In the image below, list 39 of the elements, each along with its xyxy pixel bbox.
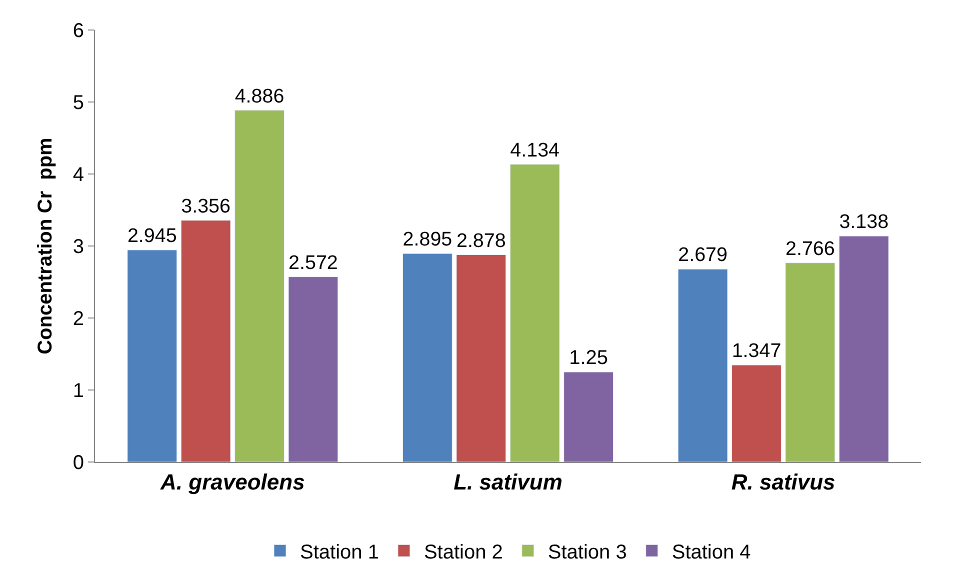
data-label: 4.886 [234, 85, 284, 108]
legend-label: Station 3 [548, 541, 627, 564]
bar [785, 262, 836, 462]
x-tick-label: L. sativum [454, 469, 562, 494]
bar [564, 372, 614, 462]
bar [288, 276, 338, 462]
y-tick-label: 3 [72, 236, 84, 258]
bar [127, 250, 178, 462]
bar [732, 364, 782, 462]
bar [234, 110, 284, 462]
legend-label: Station 1 [300, 541, 379, 564]
data-label: 2.878 [456, 230, 506, 252]
x-tick-label: A. graveolens [160, 469, 305, 494]
data-label: 1.25 [569, 347, 608, 369]
data-label: 1.347 [732, 340, 782, 362]
bar [510, 164, 560, 462]
data-label: 2.679 [678, 244, 728, 266]
y-tick-label: 0 [72, 452, 84, 474]
legend-label: Station 2 [424, 541, 503, 564]
y-tick-label: 4 [72, 164, 84, 186]
data-label: 2.895 [402, 228, 452, 251]
data-label: 3.356 [181, 195, 231, 218]
y-tick-label: 2 [72, 308, 84, 330]
y-tick-label: 6 [72, 20, 84, 42]
x-tick-label: R. sativus [731, 469, 836, 494]
y-tick-label: 1 [72, 380, 84, 402]
data-label: 2.945 [127, 225, 177, 248]
bar [180, 220, 231, 462]
y-axis-title: Concentration Cr ppm [34, 138, 56, 354]
legend-label: Station 4 [672, 541, 751, 564]
bar [838, 236, 889, 462]
bar [678, 268, 728, 462]
bar [402, 253, 452, 462]
data-label: 2.766 [786, 238, 835, 260]
y-tick-label: 5 [72, 92, 84, 114]
data-label: 3.138 [839, 211, 889, 234]
data-label: 4.134 [510, 139, 560, 162]
bar [456, 254, 506, 462]
data-label: 2.572 [288, 252, 338, 274]
